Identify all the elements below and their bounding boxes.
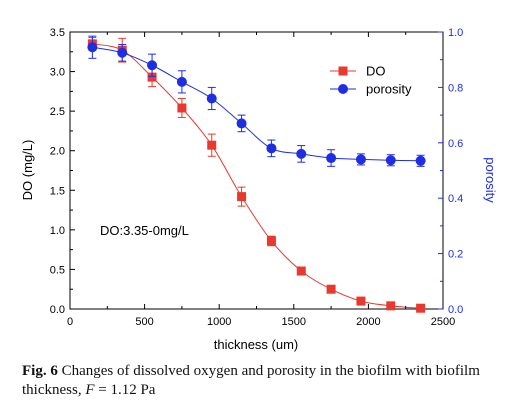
- legend-item-porosity: porosity: [330, 82, 412, 97]
- data-point-do: [207, 140, 217, 150]
- data-point-do: [177, 103, 187, 113]
- y-left-tick-label: 1.5: [50, 185, 65, 197]
- data-point-porosity: [385, 155, 396, 166]
- legend-do-label: DO: [366, 64, 386, 79]
- data-point-porosity: [415, 155, 426, 166]
- legend: DO porosity: [330, 64, 412, 97]
- x-tick-label: 2000: [356, 316, 380, 328]
- data-point-do: [416, 303, 426, 313]
- x-tick-label: 1500: [282, 316, 306, 328]
- x-axis-label: thickness (um): [214, 337, 299, 352]
- y-axis-left-label: DO (mg/L): [20, 140, 35, 201]
- y-right-tick-label: 0.2: [448, 249, 463, 261]
- series-layer: [87, 35, 426, 313]
- y-left-tick-label: 2.5: [50, 106, 65, 118]
- x-tick-label: 1000: [207, 316, 231, 328]
- data-point-do: [237, 192, 247, 202]
- plot-area: [69, 31, 444, 313]
- plot-frame: [69, 31, 444, 310]
- y-right-tick-label: 0.4: [448, 193, 463, 205]
- data-point-porosity: [117, 47, 128, 58]
- y-left-tick-label: 0.5: [50, 264, 65, 276]
- legend-porosity-marker: [338, 84, 348, 94]
- x-tick-label: 0: [67, 316, 73, 328]
- y-right-tick-label: 0.6: [448, 138, 463, 150]
- y-axis-right-label: porosity: [483, 157, 498, 203]
- legend-item-do: DO: [330, 64, 386, 79]
- legend-porosity-label: porosity: [366, 82, 412, 97]
- y-right-tick-label: 0.0: [448, 304, 463, 316]
- y-right-tick-label: 1.0: [448, 27, 463, 39]
- y-left-tick-label: 0.0: [50, 304, 65, 316]
- y-right-tick-label: 0.8: [448, 82, 463, 94]
- legend-do-marker: [338, 66, 348, 76]
- x-tick-label: 500: [135, 316, 153, 328]
- data-point-porosity: [266, 143, 277, 154]
- data-point-porosity: [326, 153, 337, 164]
- caption-text: Changes of dissolved oxygen and porosity…: [22, 363, 480, 398]
- data-point-porosity: [87, 42, 98, 53]
- data-point-do: [147, 72, 157, 82]
- data-point-porosity: [206, 93, 217, 104]
- y-left-tick-label: 3.5: [50, 27, 65, 39]
- data-point-do: [356, 296, 366, 306]
- series-do: [87, 37, 426, 313]
- y-left-tick-label: 1.0: [50, 225, 65, 237]
- data-point-porosity: [236, 118, 247, 129]
- caption-value: = 1.12 Pa: [98, 382, 156, 398]
- y-left-tick-label: 3.0: [50, 67, 65, 79]
- data-point-do: [386, 301, 396, 311]
- data-point-do: [296, 266, 306, 276]
- caption-label: Fig. 6: [22, 363, 58, 379]
- data-point-porosity: [176, 76, 187, 87]
- axes-layer: 0 500 1000 1500 2000 25000.00.51.01.52.02.53.…: [50, 27, 464, 328]
- y-left-tick-label: 2.0: [50, 146, 65, 158]
- caption-variable: F: [85, 382, 95, 398]
- x-tick-label: 2500: [431, 316, 455, 328]
- figure-caption: Fig. 6 Changes of dissolved oxygen and p…: [22, 362, 512, 400]
- data-point-do: [326, 284, 336, 294]
- data-point-do: [266, 236, 276, 246]
- data-point-porosity: [147, 60, 158, 71]
- series-porosity: [87, 35, 426, 167]
- data-point-porosity: [296, 148, 307, 159]
- chart-annotation: DO:3.35-0mg/L: [100, 223, 189, 238]
- data-point-porosity: [355, 154, 366, 165]
